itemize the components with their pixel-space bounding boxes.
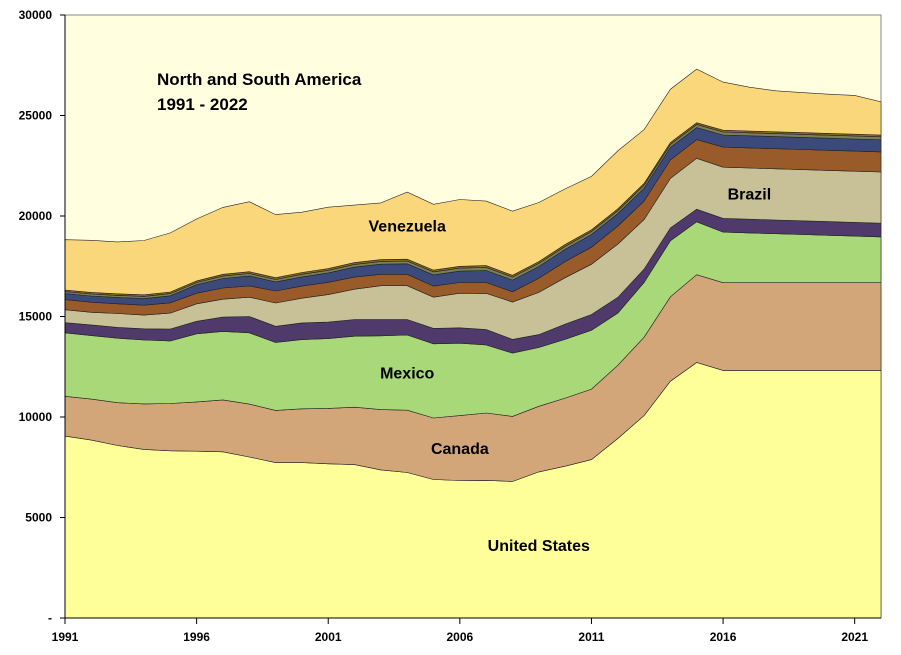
- y-tick-label: 10000: [19, 410, 53, 424]
- x-tick-label: 2006: [446, 630, 473, 644]
- x-tick-label: 2011: [578, 630, 604, 644]
- area-label-mexico: Mexico: [380, 366, 434, 383]
- x-tick-label: 1996: [183, 630, 210, 644]
- y-tick-label: 30000: [19, 8, 53, 22]
- x-tick-label: 2021: [841, 630, 868, 644]
- y-tick-label: -: [48, 611, 52, 625]
- y-tick-label: 20000: [19, 209, 53, 223]
- area-label-venezuela: Venezuela: [369, 219, 446, 236]
- y-axis: - 5000 10000 15000 20000 25000 30000: [19, 8, 66, 625]
- area-series-group: [64, 68, 882, 619]
- area-labels: United States Canada Mexico Brazil Venezuela: [369, 187, 772, 555]
- x-tick-label: 1991: [52, 630, 79, 644]
- chart-subtitle: 1991 - 2022: [157, 95, 248, 114]
- x-axis: 1991 1996 2001 2006 2011 2016 2021: [52, 617, 881, 644]
- area-label-brazil: Brazil: [728, 187, 772, 204]
- area-label-canada: Canada: [431, 441, 489, 458]
- y-tick-label: 5000: [25, 511, 52, 525]
- x-tick-label: 2001: [315, 630, 342, 644]
- area-venezuela: [64, 68, 882, 296]
- y-tick-label: 15000: [19, 310, 53, 324]
- area-label-united-states: United States: [488, 538, 590, 555]
- chart-title: North and South America: [157, 70, 362, 89]
- y-tick-label: 25000: [19, 109, 53, 123]
- x-tick-label: 2016: [710, 630, 737, 644]
